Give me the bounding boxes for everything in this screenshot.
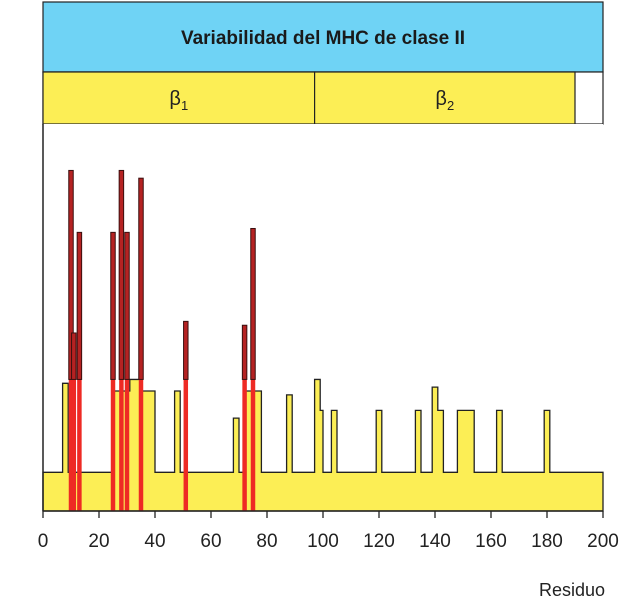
- red-spike-cap: [183, 320, 189, 380]
- red-spike-cap: [71, 332, 77, 380]
- domain-segment-2: [314, 71, 576, 125]
- x-axis-title: Residuo: [539, 580, 605, 600]
- red-spike-cap: [138, 177, 144, 380]
- red-spike-cap: [250, 227, 256, 380]
- yellow-profile-layer: [42, 378, 604, 512]
- x-tick-label: 120: [363, 531, 395, 552]
- red-spike-cap: [76, 231, 83, 380]
- red-spike-bar: [183, 321, 189, 511]
- domain-segment-1: [42, 71, 316, 125]
- x-tick-label: 80: [256, 531, 277, 552]
- red-spike-cap: [241, 324, 248, 380]
- x-tick-label: 100: [307, 531, 339, 552]
- x-tick-label: 140: [419, 531, 451, 552]
- x-tick-label: 180: [531, 531, 563, 552]
- x-tick-label: 160: [475, 531, 507, 552]
- red-spike-cap: [110, 231, 116, 380]
- red-spike-bar: [71, 332, 77, 511]
- domain-label-name: β: [169, 88, 181, 110]
- domain-band: β1 β2: [42, 71, 604, 125]
- chart-title: Variabilidad del MHC de clase II: [181, 28, 465, 49]
- red-spike-cap: [118, 169, 125, 380]
- x-tick-label: 20: [88, 531, 109, 552]
- red-spike-bar: [242, 325, 247, 511]
- x-tick-label: 200: [587, 531, 619, 552]
- x-tick-label: 0: [38, 531, 49, 552]
- domain-label-2: β2: [435, 88, 454, 113]
- red-spike-layer: [68, 169, 256, 512]
- domain-label-subscript: 1: [181, 98, 188, 113]
- yellow-variability-profile: [42, 378, 604, 512]
- red-spike-cap: [68, 169, 74, 380]
- red-spike-cap: [124, 231, 130, 380]
- x-axis-ticks: 0 20 40 60 80 100 120 140 160 180 200: [38, 511, 619, 552]
- x-tick-label: 40: [144, 531, 165, 552]
- title-banner: [42, 1, 604, 73]
- domain-label-1: β1: [169, 88, 188, 113]
- domain-label-name: β: [435, 88, 447, 110]
- x-tick-label: 60: [200, 531, 221, 552]
- domain-label-subscript: 2: [447, 98, 454, 113]
